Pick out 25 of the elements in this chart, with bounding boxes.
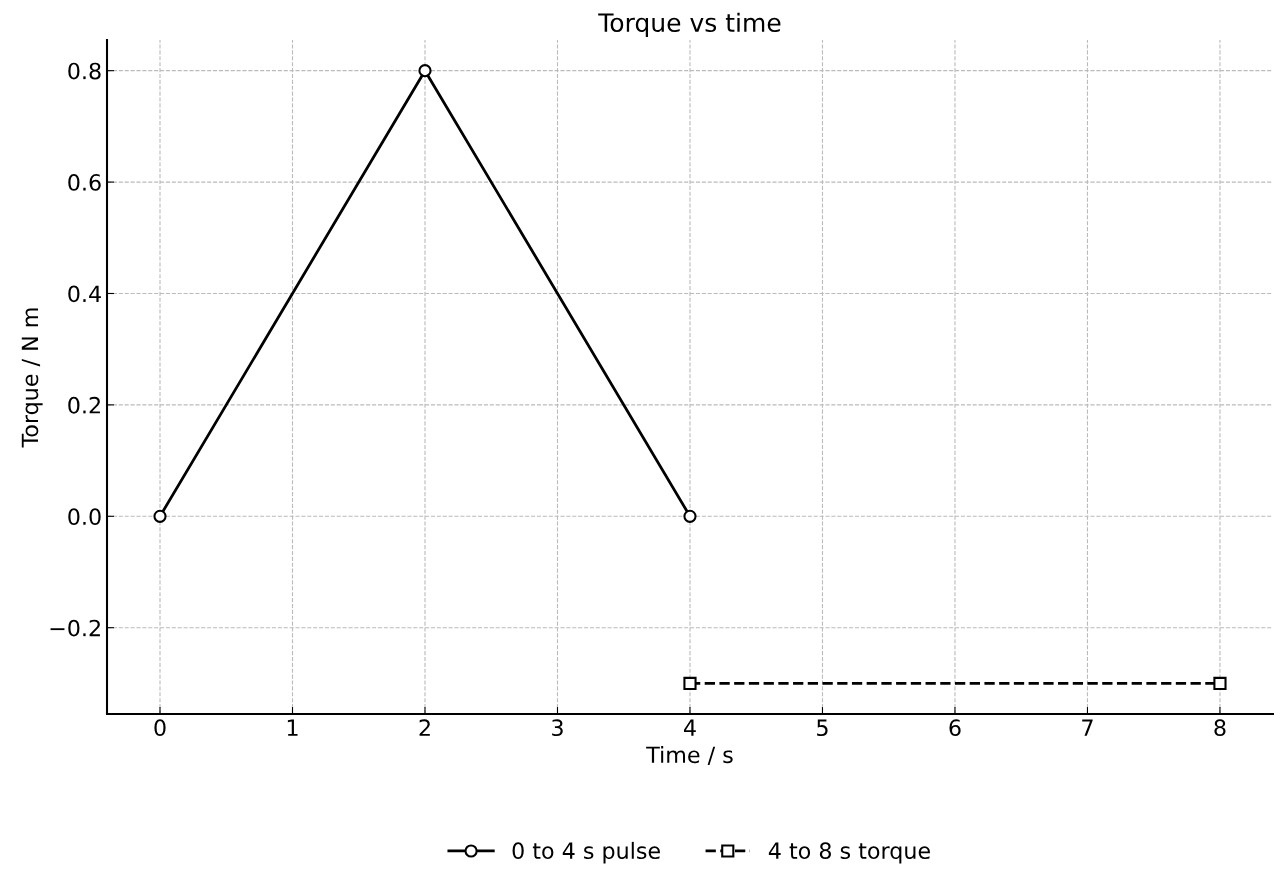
y-tick-label: 0.8 xyxy=(68,62,101,80)
x-tick-label: 4 xyxy=(684,719,696,736)
x-tick-label: 6 xyxy=(949,719,961,737)
y-tick-label: 0.0 xyxy=(68,508,101,526)
x-tick-label: 5 xyxy=(817,719,828,737)
x-tick-label: 8 xyxy=(1214,719,1226,737)
x-tick-label: 3 xyxy=(552,719,563,737)
y-axis-title: Torque / N m xyxy=(21,308,43,448)
point xyxy=(683,676,697,690)
point xyxy=(683,509,697,523)
x-tick-label: 0 xyxy=(154,719,166,737)
y-tick-label: 0.6 xyxy=(68,174,101,191)
x-tick-label: 1 xyxy=(287,719,298,736)
y-tick-label: −0.2 xyxy=(50,619,100,637)
x-tick-label: 7 xyxy=(1082,719,1093,736)
point xyxy=(418,64,432,78)
point xyxy=(1213,676,1227,690)
x-axis-title: Time / s xyxy=(646,745,733,765)
legend-label: 4 to 8 s torque xyxy=(768,842,930,864)
y-tick-label: 0.2 xyxy=(68,396,100,414)
point xyxy=(153,509,167,523)
x-tick-label: 2 xyxy=(419,719,430,736)
legend-label: 0 to 4 s pulse xyxy=(512,841,660,864)
chart-title: Torque vs time xyxy=(598,12,781,37)
y-tick-label: 0.4 xyxy=(68,285,101,303)
